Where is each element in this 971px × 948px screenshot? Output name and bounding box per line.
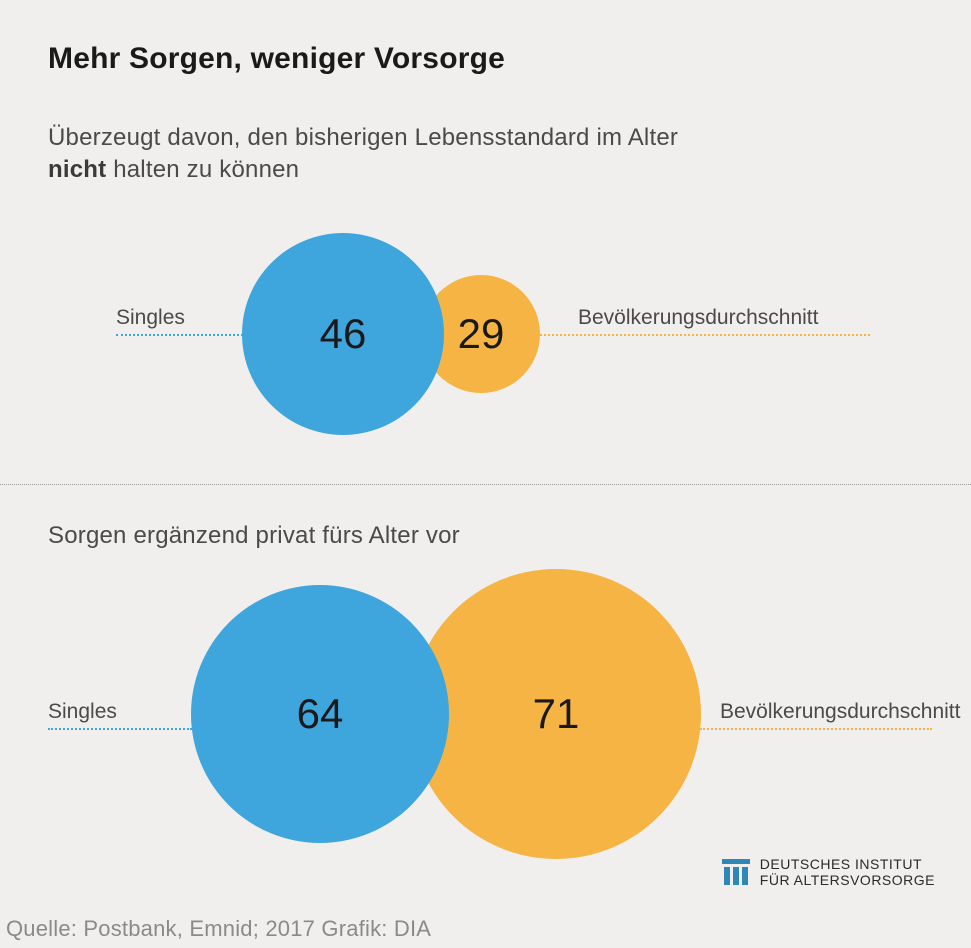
infographic-canvas: Mehr Sorgen, weniger Vorsorge Überzeugt … [0, 0, 971, 948]
panel2-right-circle: 71 [411, 569, 701, 859]
panel2-subtitle-pre: Sorgen ergänzend privat fürs Alter vor [48, 522, 460, 549]
panel1-left-circle: 46 [242, 233, 444, 435]
panel1-left-value: 46 [320, 310, 367, 358]
panel2-subtitle: Sorgen ergänzend privat fürs Alter vor [48, 520, 460, 552]
panel2-left-dots [48, 728, 192, 730]
source-line: Quelle: Postbank, Emnid; 2017 Grafik: DI… [6, 916, 431, 942]
panel1-subtitle-post: halten zu können [106, 156, 299, 183]
panel2-right-dots [700, 728, 932, 730]
logo-line2: FÜR ALTERSVORSORGE [760, 872, 935, 888]
logo-line1: DEUTSCHES INSTITUT [760, 856, 935, 872]
institute-logo: DEUTSCHES INSTITUT FÜR ALTERSVORSORGE [722, 856, 935, 888]
logo-icon [722, 859, 750, 885]
panel1-left-dots [116, 334, 243, 336]
panel1-subtitle: Überzeugt davon, den bisherigen Lebensst… [48, 122, 688, 187]
panel2-left-label: Singles [48, 700, 117, 724]
panel2-left-value: 64 [297, 690, 344, 738]
panel-divider [0, 484, 971, 485]
logo-text: DEUTSCHES INSTITUT FÜR ALTERSVORSORGE [760, 856, 935, 888]
panel2-right-label: Bevölkerungsdurchschnitt [720, 700, 960, 724]
panel1-right-value: 29 [458, 310, 505, 358]
panel1-right-label: Bevölkerungsdurchschnitt [578, 306, 818, 330]
chart-title: Mehr Sorgen, weniger Vorsorge [48, 42, 505, 76]
panel2-right-value: 71 [533, 690, 580, 738]
panel1-left-label: Singles [116, 306, 185, 330]
panel2-left-circle: 64 [191, 585, 449, 843]
panel1-subtitle-bold: nicht [48, 156, 106, 183]
panel1-right-dots [540, 334, 870, 336]
panel1-subtitle-pre: Überzeugt davon, den bisherigen Lebensst… [48, 124, 678, 151]
